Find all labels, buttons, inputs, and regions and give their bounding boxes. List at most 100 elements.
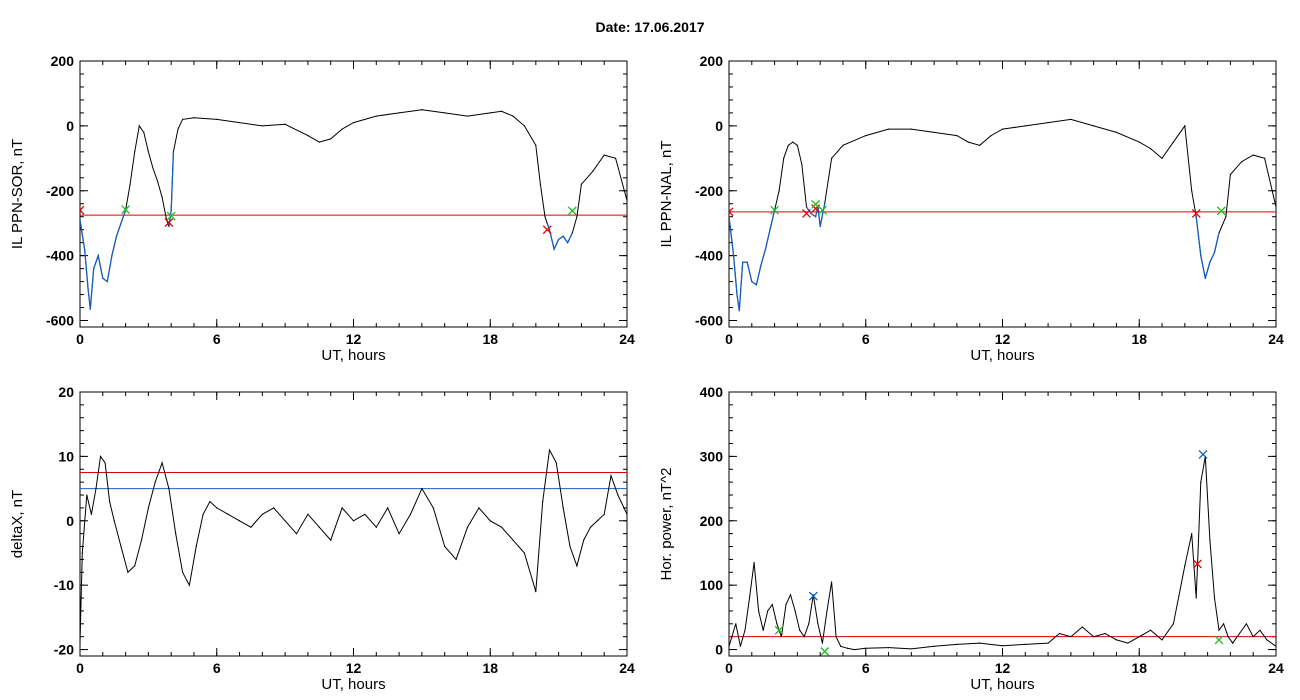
y-tick-label: -10: [54, 577, 74, 593]
x-tick-label: 24: [619, 331, 635, 347]
x-tick-label: 18: [482, 660, 498, 676]
series-point: [826, 610, 828, 612]
marker-red-stroke-b: [80, 205, 85, 212]
series-point: [1259, 629, 1261, 631]
marker-red: [542, 225, 552, 235]
series-point: [865, 135, 867, 137]
series-point: [910, 128, 912, 130]
series-point: [592, 170, 594, 172]
series-point: [352, 520, 355, 522]
series-line: [80, 109, 627, 310]
marker-green: [770, 205, 780, 215]
x-tick-label: 12: [346, 660, 362, 676]
series-point: [140, 539, 143, 541]
x-tick-label: 0: [725, 331, 733, 347]
series-point: [138, 125, 140, 127]
x-tick-label: 0: [725, 660, 733, 676]
series-point: [512, 115, 514, 117]
series-point: [799, 629, 801, 631]
series-point: [398, 112, 400, 114]
series-point: [1024, 643, 1026, 646]
marker-green-stroke-b: [166, 211, 176, 221]
marker-red-stroke-b: [811, 204, 821, 214]
series-point: [739, 645, 741, 647]
series-point: [535, 144, 537, 146]
series-point: [86, 494, 88, 496]
series-point: [1070, 636, 1072, 638]
series-point: [758, 610, 760, 612]
marker-blue-stroke-b: [808, 591, 818, 601]
series-point: [990, 135, 992, 137]
series-point: [134, 565, 136, 567]
series-point: [238, 122, 241, 124]
y-tick-label: -200: [695, 183, 723, 199]
series-point: [1058, 632, 1061, 635]
series-point: [933, 131, 935, 133]
series-point: [603, 154, 605, 156]
y-tick-label: -20: [54, 642, 74, 658]
series-point: [156, 180, 159, 182]
figure-title: Date: 17.06.2017: [595, 19, 705, 35]
x-tick-label: 12: [995, 331, 1011, 347]
series-point: [444, 112, 446, 114]
marker-red-stroke-b: [542, 225, 552, 235]
series-point: [421, 109, 423, 111]
marker-green-stroke-b: [811, 199, 821, 209]
series-point: [109, 500, 111, 503]
y-tick-label: 0: [66, 513, 74, 529]
series-point: [542, 500, 544, 503]
chart-panel-3: 0 6 12 18 24 20 10 0 -10 -20 UT, hours deltaX, nT: [9, 384, 635, 693]
series-point: [1241, 160, 1243, 163]
series-point: [99, 455, 102, 457]
series-point: [865, 647, 867, 649]
series-point: [512, 539, 514, 541]
series-point: [250, 526, 252, 528]
series-point: [1184, 125, 1186, 127]
plot-area: [729, 118, 1276, 312]
series-point: [1001, 645, 1004, 647]
series-point: [1150, 629, 1152, 631]
series-point: [216, 507, 218, 509]
series-point: [1184, 565, 1186, 567]
series-point: [603, 513, 605, 515]
plot-area: [729, 449, 1276, 656]
plot-frame: [79, 60, 628, 328]
series-point: [432, 507, 434, 509]
series-point: [261, 513, 263, 515]
series-point: [147, 507, 149, 509]
series-point: [1238, 632, 1241, 635]
series-point: [341, 507, 343, 509]
y-axis-label: IL PPN-SOR, nT: [9, 139, 26, 249]
series-point: [1093, 636, 1095, 638]
series-point: [1225, 216, 1227, 218]
marker-green-stroke-b: [774, 625, 784, 635]
series-point: [776, 623, 778, 625]
series-point: [796, 144, 798, 146]
series-point: [466, 115, 469, 117]
marker-green: [121, 205, 131, 215]
x-tick-label: 24: [1268, 660, 1284, 676]
series-point: [617, 494, 619, 496]
x-axis-label: UT, hours: [321, 676, 385, 693]
x-tick-label: 0: [76, 660, 84, 676]
marker-green: [817, 205, 827, 215]
series-point: [193, 117, 195, 119]
series-point: [501, 110, 503, 112]
series-point: [1138, 141, 1140, 143]
series-point: [1161, 639, 1163, 641]
series-point: [821, 642, 824, 644]
series-point: [576, 216, 578, 218]
series-point: [1081, 626, 1083, 628]
x-tick-label: 12: [346, 331, 362, 347]
marker-red: [1192, 559, 1202, 569]
series-point: [792, 141, 794, 143]
series-point: [887, 128, 890, 130]
plot-frame: [728, 391, 1277, 657]
marker-blue: [808, 591, 818, 601]
series-point: [154, 481, 156, 483]
series-point: [1047, 122, 1049, 124]
series-point: [569, 545, 571, 548]
marker-green-stroke-b: [1214, 635, 1224, 645]
y-tick-label: 0: [715, 642, 723, 658]
series-point: [444, 545, 446, 548]
